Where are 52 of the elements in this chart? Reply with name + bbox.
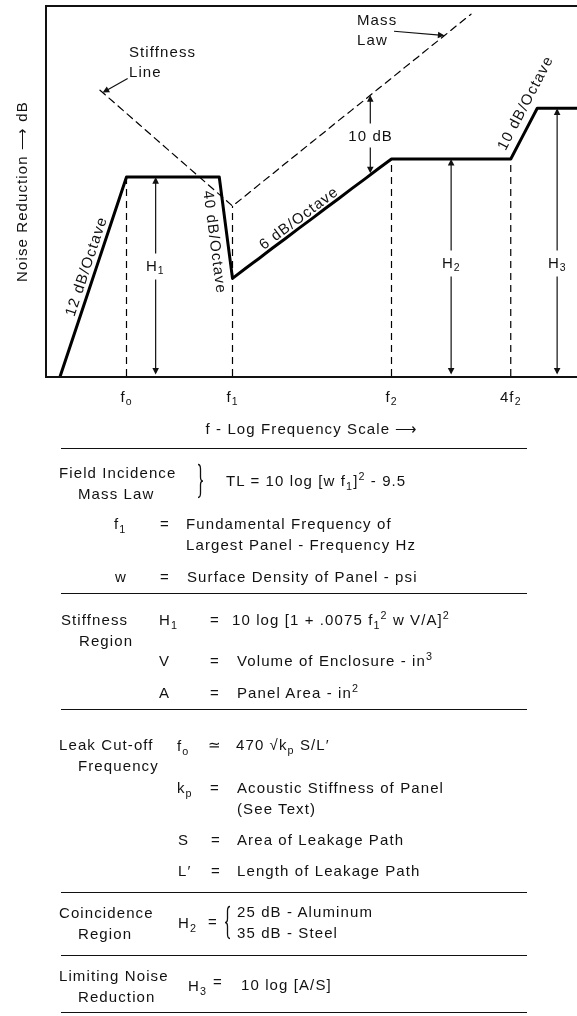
text: Surface Density of Panel - psi bbox=[187, 566, 418, 587]
x-tick-label: f$_{1}$ bbox=[226, 388, 239, 408]
text: H$_{3}$ bbox=[188, 975, 208, 997]
text: Limiting Noise Reduction bbox=[59, 965, 169, 1007]
text: TL = 10 log [w f$_{1}$]$^{2}$ - 9.5 bbox=[226, 469, 407, 492]
text: k$_{p}$ bbox=[177, 777, 193, 799]
text: = bbox=[208, 911, 218, 932]
text: 10 log [1 + .0075 f$_{1}$$^{2}$ w V/A]$^{2}$ bbox=[232, 608, 450, 631]
text: Area of Leakage Path bbox=[237, 829, 405, 850]
text: = bbox=[210, 777, 220, 798]
text: Stiffness Region bbox=[61, 609, 134, 651]
annotation: H$_{1}$ bbox=[145, 257, 165, 277]
text: 25 dB - Aluminum 35 dB - Steel bbox=[237, 901, 373, 943]
text: = bbox=[213, 971, 223, 992]
x-tick-label: f$_{o}$ bbox=[120, 388, 133, 408]
text: = bbox=[211, 860, 221, 881]
text: L′ bbox=[178, 860, 192, 881]
text: H$_{1}$ bbox=[159, 609, 179, 631]
text: f$_{o}$ bbox=[177, 735, 190, 757]
text: w bbox=[115, 566, 127, 587]
annotation: 40 dB/Octave bbox=[200, 189, 231, 295]
text: Length of Leakage Path bbox=[237, 860, 421, 881]
annotation: H$_{3}$ bbox=[547, 254, 567, 274]
x-tick-label: f$_{2}$ bbox=[385, 388, 398, 408]
text: Field Incidence Mass Law bbox=[59, 462, 177, 504]
text: Acoustic Stiffness of Panel (See Text) bbox=[237, 777, 445, 819]
text: Panel Area - in$^{2}$ bbox=[237, 681, 360, 703]
y-axis-title: Noise Reduction ⟶ dB bbox=[12, 101, 30, 282]
text: = bbox=[160, 513, 170, 534]
annotation: H$_{2}$ bbox=[441, 254, 461, 274]
text: H$_{2}$ bbox=[178, 912, 198, 934]
x-tick-label: 4f$_{2}$ bbox=[499, 388, 522, 408]
annotation: 10 dB bbox=[348, 127, 393, 144]
annotation: Stiffness Line bbox=[129, 43, 197, 80]
text: Leak Cut-off Frequency bbox=[59, 734, 159, 776]
text: ≃ bbox=[208, 734, 223, 755]
text: = bbox=[210, 609, 220, 630]
text: V bbox=[159, 650, 171, 671]
text: f$_{1}$ bbox=[114, 513, 127, 535]
text: = bbox=[210, 682, 220, 703]
text: Fundamental Frequency of Largest Panel - Frequency Hz bbox=[186, 513, 417, 555]
text: 10 log [A/S] bbox=[241, 974, 332, 995]
text: = bbox=[211, 829, 221, 850]
annotation: Mass Law bbox=[357, 11, 398, 48]
text: S bbox=[178, 829, 190, 850]
text: Volume of Enclosure - in$^{3}$ bbox=[237, 649, 434, 671]
text: = bbox=[160, 566, 170, 587]
x-axis-title: f - Log Frequency Scale ⟶ bbox=[205, 419, 419, 437]
text: = bbox=[210, 650, 220, 671]
text: Coincidence Region bbox=[59, 902, 154, 944]
text: A bbox=[159, 682, 171, 703]
text: 470 √k$_{p}$ S/L′ bbox=[236, 734, 330, 756]
